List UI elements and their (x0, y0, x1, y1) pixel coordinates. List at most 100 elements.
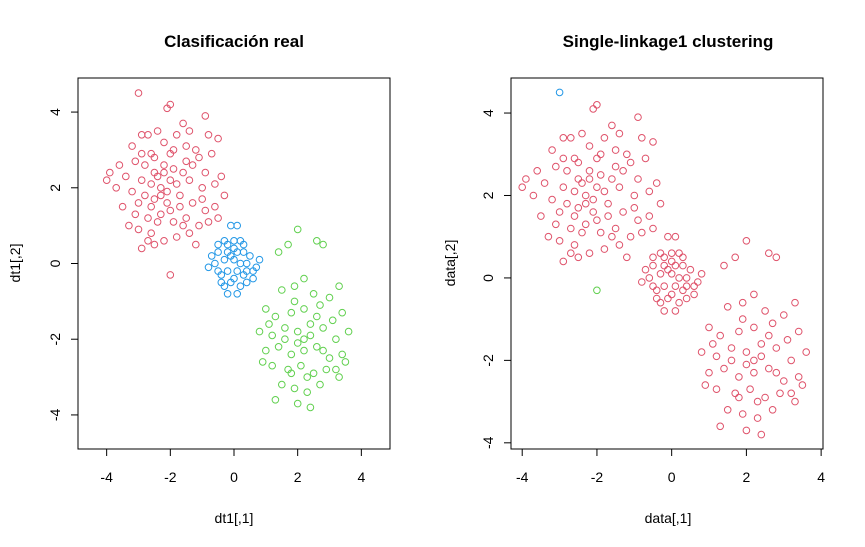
data-point (772, 253, 781, 262)
data-point (709, 340, 717, 348)
data-point (791, 298, 799, 307)
data-point (738, 315, 747, 323)
y-tick-label: 2 (47, 184, 63, 192)
data-point (316, 380, 324, 389)
y-tick-label: -2 (47, 333, 63, 346)
data-point (207, 149, 216, 158)
data-point (236, 259, 245, 268)
data-point (179, 221, 187, 230)
data-point (660, 307, 669, 315)
data-point (160, 138, 168, 147)
data-point (735, 327, 743, 336)
data-point (227, 221, 235, 230)
data-point (720, 364, 728, 373)
data-point (313, 343, 321, 351)
data-point (518, 183, 527, 191)
data-point (185, 176, 194, 184)
data-point (712, 352, 721, 361)
data-point (188, 161, 197, 169)
data-point (227, 252, 235, 260)
data-point (735, 373, 743, 381)
data-point (742, 348, 751, 356)
data-point (278, 286, 286, 294)
data-point (652, 294, 661, 303)
data-point (290, 282, 299, 291)
data-point (611, 224, 620, 233)
data-point (649, 138, 657, 146)
data-point (656, 199, 665, 208)
data-point (195, 153, 203, 162)
data-point (246, 252, 254, 260)
data-point (604, 199, 612, 208)
data-point (750, 368, 758, 377)
data-point (533, 167, 542, 175)
data-point (600, 187, 609, 196)
data-point (137, 244, 146, 253)
data-point (585, 249, 594, 257)
data-point (211, 259, 219, 268)
data-point (281, 324, 289, 332)
data-point (596, 171, 605, 179)
data-point (169, 146, 178, 154)
data-point (623, 253, 631, 262)
data-point (281, 335, 289, 344)
data-point (742, 360, 751, 369)
data-point (157, 191, 165, 200)
data-point (300, 274, 308, 283)
data-point (772, 368, 781, 377)
data-point (559, 134, 568, 142)
data-point (134, 89, 143, 97)
data-point (201, 168, 210, 177)
data-point (578, 228, 586, 237)
data-point (660, 282, 669, 291)
data-point (268, 361, 277, 370)
data-point (144, 237, 152, 245)
data-point (593, 286, 601, 295)
data-point (303, 388, 312, 397)
data-point (287, 369, 296, 378)
data-point (671, 261, 680, 270)
data-point (239, 248, 248, 256)
data-point (141, 161, 149, 169)
data-point (697, 348, 706, 356)
y-tick-label: 2 (480, 191, 496, 199)
data-point (649, 282, 657, 291)
data-point (705, 323, 713, 332)
data-point (593, 216, 601, 224)
data-point (328, 316, 337, 325)
data-point (529, 191, 538, 200)
data-point (671, 232, 680, 241)
data-point (716, 331, 725, 340)
data-point (255, 255, 264, 264)
data-point (192, 146, 200, 154)
data-point (652, 179, 661, 187)
data-point (619, 167, 627, 175)
data-point (293, 327, 302, 336)
data-point (604, 212, 612, 220)
data-point (656, 249, 665, 257)
data-point (664, 265, 672, 274)
data-point (641, 154, 650, 163)
data-point (179, 168, 187, 177)
data-point (772, 344, 781, 352)
data-point (537, 212, 545, 220)
data-point (278, 380, 286, 389)
data-point (118, 202, 127, 211)
x-tick-label: -4 (516, 469, 529, 485)
x-tick-label: -4 (100, 469, 113, 485)
data-point (723, 303, 732, 311)
data-point (694, 278, 702, 286)
data-point (559, 257, 568, 266)
data-point (166, 206, 175, 215)
data-point (667, 290, 676, 299)
data-point (649, 224, 657, 233)
data-point (679, 286, 687, 295)
data-point (188, 199, 197, 207)
data-point (679, 253, 687, 262)
data-point (169, 218, 178, 226)
data-point (271, 312, 280, 321)
data-point (753, 414, 762, 422)
data-point (574, 204, 583, 212)
data-point (645, 187, 654, 196)
